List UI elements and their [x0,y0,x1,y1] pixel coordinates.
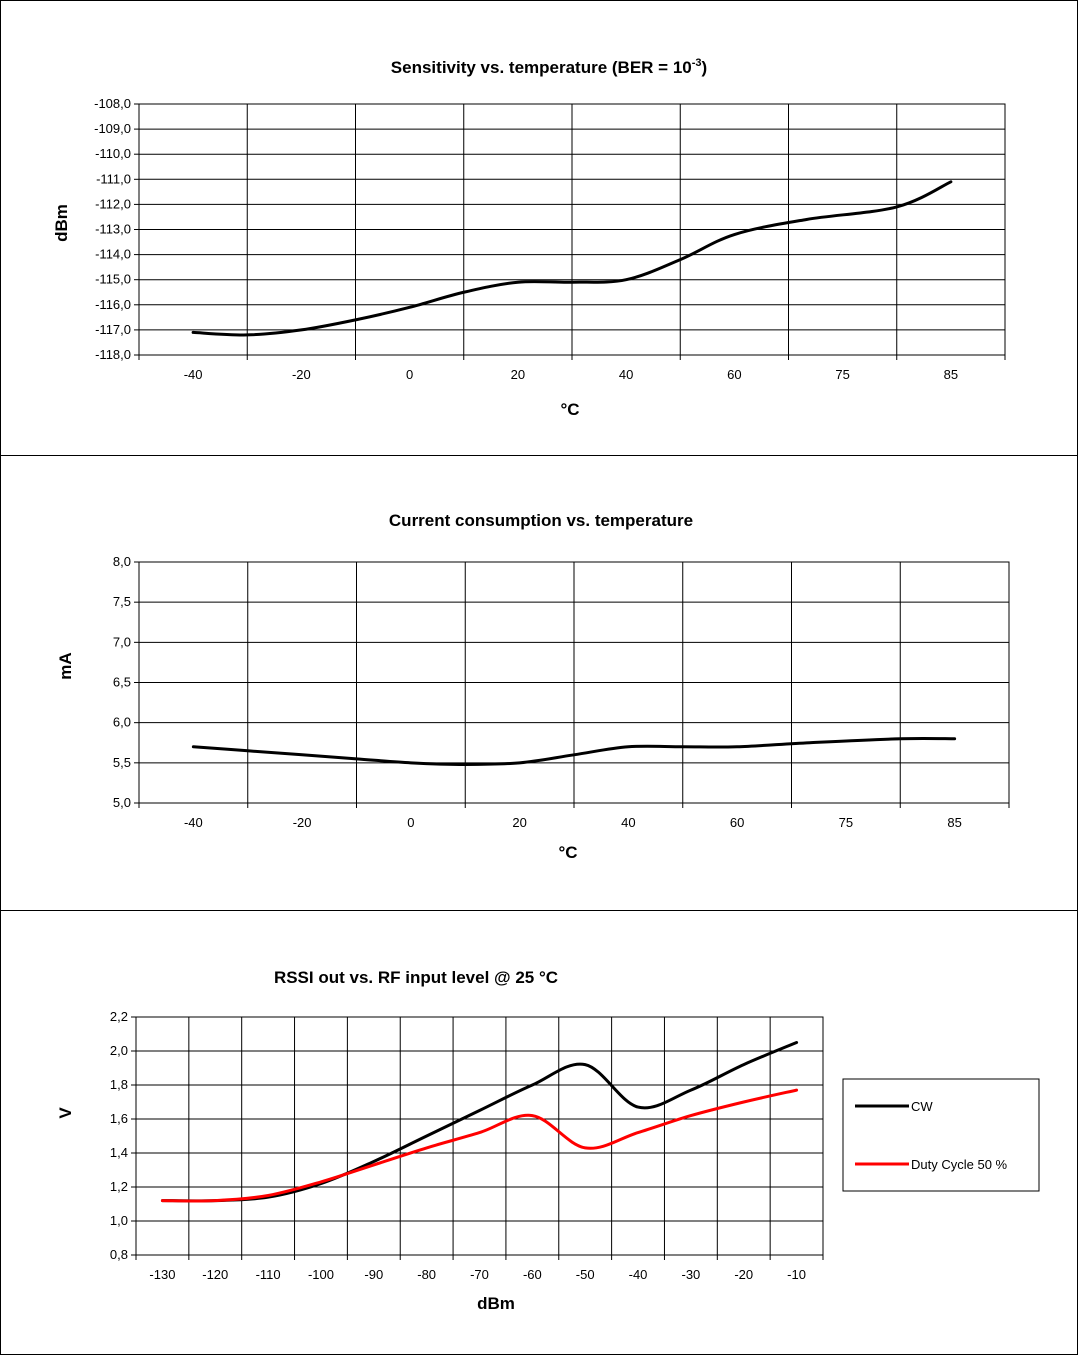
x-tick-label: -70 [470,1267,489,1282]
y-tick-label: 5,5 [113,755,131,770]
x-tick-label: 85 [944,367,958,382]
legend-box [843,1079,1039,1191]
y-tick-label: -108,0 [94,96,131,111]
sensitivity-chart: Sensitivity vs. temperature (BER = 10-3)… [1,1,1078,456]
x-tick-label: 60 [727,367,741,382]
x-tick-label: -90 [364,1267,383,1282]
rssi-chart-panel: RSSI out vs. RF input level @ 25 °C V dB… [0,910,1078,1355]
x-tick-label: 40 [621,815,635,830]
x-tick-label: -40 [184,815,203,830]
y-tick-label: -111,0 [96,171,131,186]
gridlines [134,562,1009,808]
y-tick-label: 6,0 [113,715,131,730]
x-tick-label: -20 [293,815,312,830]
x-tick-label: -40 [184,367,203,382]
y-tick-label: -113,0 [95,222,131,237]
x-axis-title: °C [558,843,577,862]
x-tick-label: -40 [629,1267,648,1282]
x-tick-label: -10 [787,1267,806,1282]
gridlines [134,104,1005,360]
y-tick-label: 1,4 [110,1145,128,1160]
x-tick-label: 85 [947,815,961,830]
y-tick-label: -109,0 [94,121,131,136]
x-tick-label: -110 [256,1267,281,1282]
x-tick-label: -60 [523,1267,542,1282]
x-axis-title: dBm [477,1294,515,1313]
x-tick-label: -20 [734,1267,753,1282]
y-tick-label: 6,5 [113,675,131,690]
x-tick-label: 0 [406,367,413,382]
x-tick-label: 75 [839,815,853,830]
y-tick-label: 8,0 [113,554,131,569]
x-tick-label: 75 [835,367,849,382]
x-tick-label: -30 [681,1267,700,1282]
x-tick-label: 20 [512,815,526,830]
y-tick-label: -116,0 [95,297,131,312]
x-tick-label: -120 [202,1267,228,1282]
chart-title: Current consumption vs. temperature [389,511,693,530]
current-chart-panel: Current consumption vs. temperature mA °… [0,455,1078,910]
y-tick-label: 7,0 [113,634,131,649]
legend-label: CW [911,1099,933,1114]
x-tick-label: -130 [149,1267,175,1282]
y-tick-label: 1,6 [110,1111,128,1126]
x-axis-title: °C [560,400,579,419]
y-axis-title: dBm [52,204,71,242]
x-tick-label: -80 [417,1267,436,1282]
y-tick-label: 1,8 [110,1077,128,1092]
y-tick-label: 2,0 [110,1043,128,1058]
series-line-duty-cycle-50- [162,1090,796,1201]
current-consumption-chart: Current consumption vs. temperature mA °… [1,456,1078,911]
y-tick-label: 1,2 [110,1179,128,1194]
gridlines [131,1017,823,1260]
y-tick-label: 2,2 [110,1009,128,1024]
x-tick-label: 20 [511,367,525,382]
y-tick-label: -117,0 [95,322,131,337]
legend: CW Duty Cycle 50 % [843,1079,1039,1191]
y-tick-label: -110,0 [95,146,131,161]
legend-label: Duty Cycle 50 % [911,1157,1008,1172]
x-tick-label: 40 [619,367,633,382]
plot-area [136,1017,823,1255]
rssi-chart: RSSI out vs. RF input level @ 25 °C V dB… [1,911,1078,1356]
y-tick-label: 1,0 [110,1213,128,1228]
y-tick-label: -115,0 [95,272,131,287]
sensitivity-chart-panel: Sensitivity vs. temperature (BER = 10-3)… [0,0,1078,455]
x-tick-label: 0 [407,815,414,830]
y-tick-label: -114,0 [95,247,131,262]
x-tick-label: -50 [576,1267,595,1282]
y-tick-label: -112,0 [95,196,131,211]
y-axis-title: mA [56,652,75,679]
series-line-cw [162,1043,796,1201]
chart-title: RSSI out vs. RF input level @ 25 °C [274,968,558,987]
x-tick-label: -20 [292,367,311,382]
y-tick-label: 7,5 [113,594,131,609]
y-tick-label: 0,8 [110,1247,128,1262]
x-tick-label: -100 [308,1267,334,1282]
y-tick-label: 5,0 [113,795,131,810]
x-tick-label: 60 [730,815,744,830]
y-axis-title: V [56,1107,75,1119]
y-tick-label: -118,0 [95,347,131,362]
chart-title: Sensitivity vs. temperature (BER = 10-3) [391,57,707,77]
